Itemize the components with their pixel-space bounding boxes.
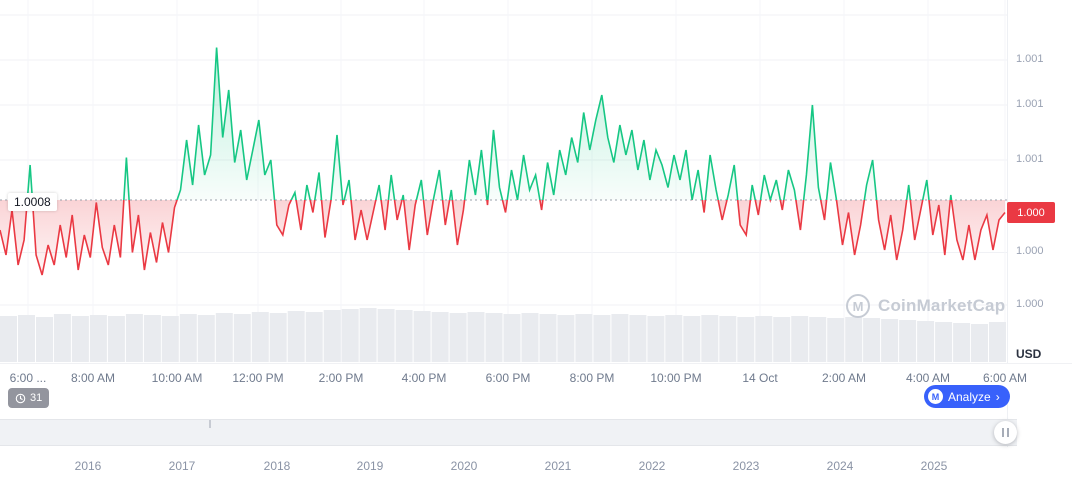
range-marker-tick [209,420,211,428]
y-axis-label: 1.001 [1016,53,1044,65]
year-label[interactable]: 2021 [544,459,572,473]
year-label[interactable]: 2022 [638,459,666,473]
gridlines [0,14,1007,306]
x-axis-label: 4:00 PM [401,371,447,385]
year-label[interactable]: 2016 [74,459,102,473]
y-axis-label: 1.001 [1016,98,1044,110]
bar-countdown-badge[interactable]: 31 [8,388,50,408]
coinmarketcap-button-logo-icon: M [928,389,943,404]
x-axis-label: 6:00 ... [9,371,47,385]
analyze-button[interactable]: M Analyze › [924,385,1010,408]
x-axis-label: 6:00 AM [982,371,1028,385]
x-axis-label: 10:00 PM [650,371,702,385]
x-axis-label: 2:00 AM [821,371,867,385]
x-axis-label: 2:00 PM [318,371,364,385]
drag-handle-icon [1007,428,1009,437]
drag-handle-icon [1002,428,1004,437]
baseline-price-label: 1.0008 [8,193,57,211]
range-scrollbar[interactable] [0,419,1017,446]
year-scale[interactable]: 2016 2017 2018 2019 2020 2021 2022 2023 2024 2025 [0,455,1072,477]
analyze-button-label: Analyze [948,389,991,404]
time-scale[interactable]: 6:00 ... 8:00 AM 10:00 AM 12:00 PM 2:00 PM 4:… [0,363,1072,390]
chevron-right-icon: › [995,389,1000,404]
year-label[interactable]: 2018 [263,459,291,473]
year-label[interactable]: 2019 [356,459,384,473]
price-scale-separator [1007,0,1008,447]
year-label[interactable]: 2024 [826,459,854,473]
price-scale[interactable]: 1.000 USD 1.001 1.001 1.001 1.000 1.000 [1007,0,1072,415]
volume-bars [0,308,1006,362]
range-scrollbar-handle[interactable] [994,421,1017,444]
x-axis-label: 8:00 PM [569,371,615,385]
area-above-baseline [0,47,1005,200]
y-axis-label: 1.000 [1016,245,1044,257]
countdown-value: 31 [30,392,43,404]
x-axis-label: 10:00 AM [151,371,203,385]
x-axis-label: 4:00 AM [905,371,951,385]
price-chart[interactable] [0,0,1007,363]
price-line-below [0,200,1006,276]
year-label[interactable]: 2023 [732,459,760,473]
year-label[interactable]: 2017 [168,459,196,473]
year-label[interactable]: 2020 [450,459,478,473]
y-axis-label: 1.001 [1016,153,1044,165]
x-axis-label: 8:00 AM [70,371,116,385]
x-axis-label: 12:00 PM [232,371,284,385]
year-label[interactable]: 2025 [920,459,948,473]
current-price-badge: 1.000 [1007,202,1055,223]
x-axis-label: 6:00 PM [485,371,531,385]
clock-icon [15,393,26,403]
x-axis-label: 14 Oct [742,371,778,385]
currency-unit-label: USD [1016,347,1042,361]
area-below-baseline [0,200,1005,275]
y-axis-label: 1.000 [1016,298,1044,310]
